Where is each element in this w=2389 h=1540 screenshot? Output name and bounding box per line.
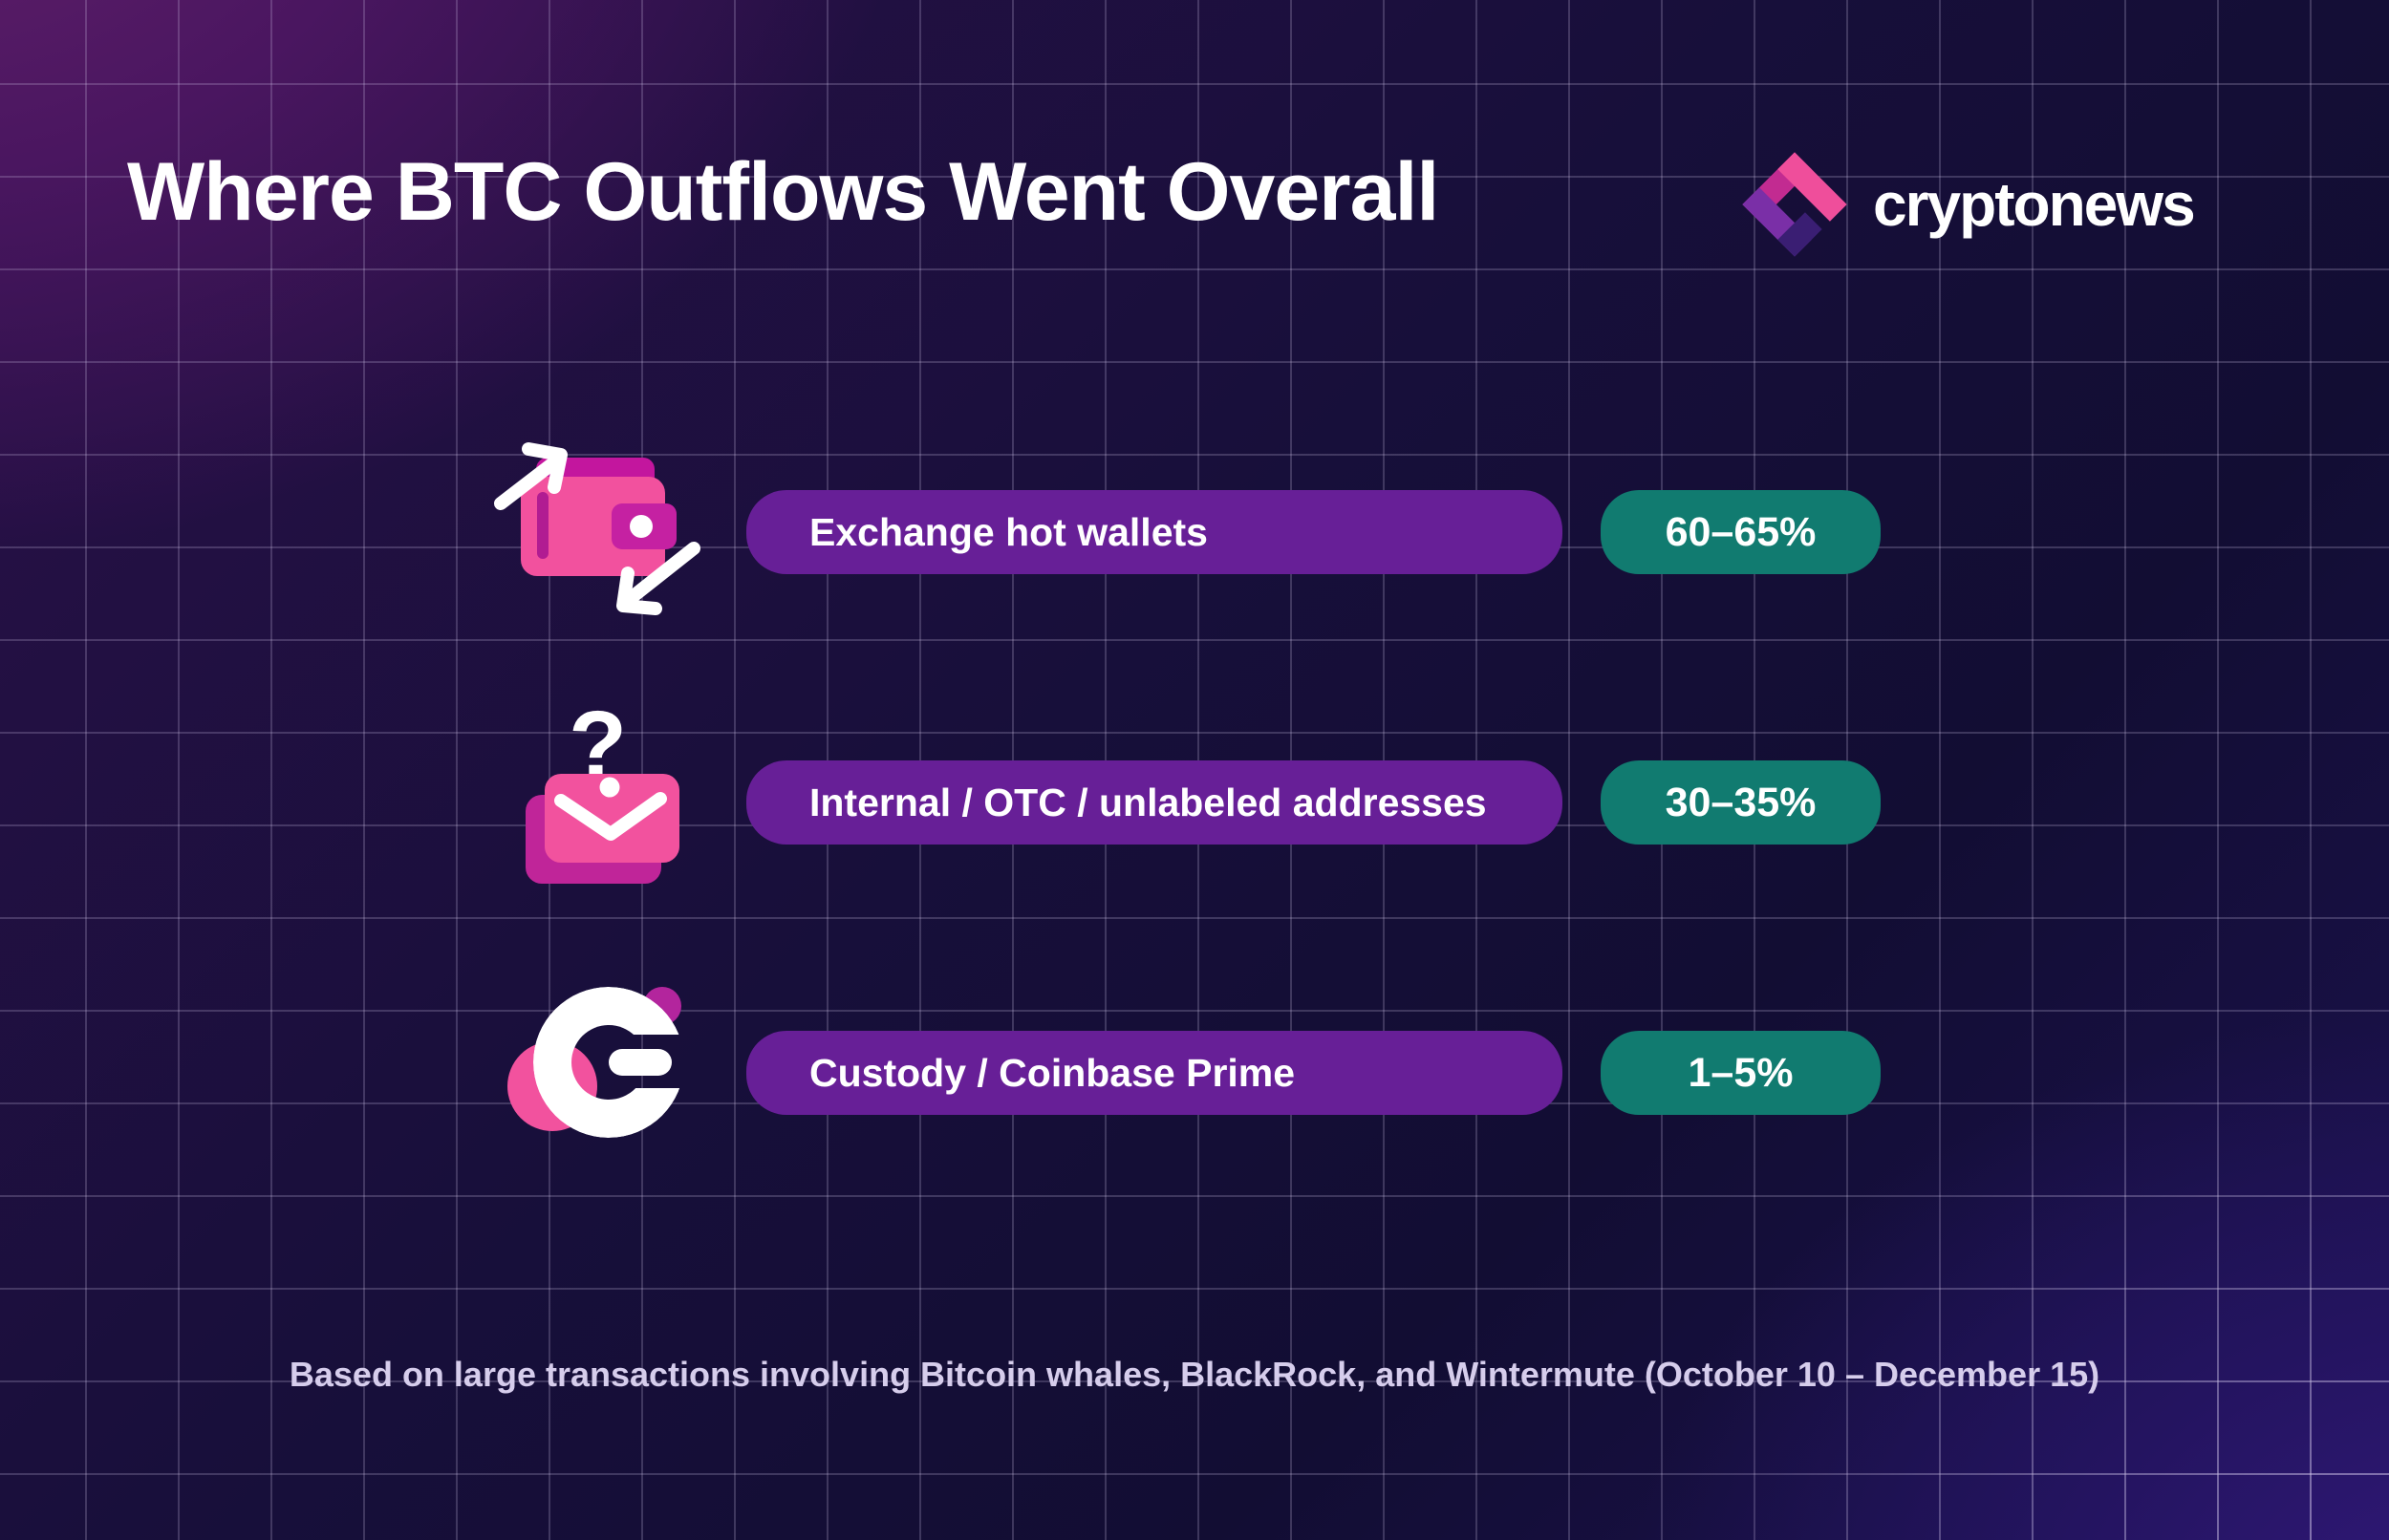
value-label: 60–65% — [1665, 508, 1817, 555]
value-label: 1–5% — [1688, 1049, 1794, 1096]
category-label: Custody / Coinbase Prime — [809, 1050, 1296, 1095]
envelope-question-icon: ? — [526, 692, 679, 884]
data-row-internal-otc-unlabeled: ? Internal / OTC / unlabeled addresses 3… — [0, 692, 2389, 908]
coinbase-c-icon — [507, 987, 684, 1138]
data-row-custody-coinbase-prime: Custody / Coinbase Prime 1–5% — [0, 968, 2389, 1178]
brand-wordmark: cryptonews — [1873, 170, 2196, 239]
footnote-text: Based on large transactions involving Bi… — [289, 1355, 2100, 1394]
value-label: 30–35% — [1665, 779, 1817, 825]
category-pill: Exchange hot wallets — [746, 490, 1562, 574]
value-badge: 1–5% — [1601, 1031, 1881, 1115]
category-label: Exchange hot wallets — [809, 509, 1208, 554]
data-row-exchange-hot-wallets: Exchange hot wallets 60–65% — [0, 427, 2389, 637]
brand-logo: cryptonews — [1739, 149, 2196, 260]
value-badge: 60–65% — [1601, 490, 1881, 574]
page-title: Where BTC Outflows Went Overall — [127, 146, 1439, 238]
category-pill: Custody / Coinbase Prime — [746, 1031, 1562, 1115]
cryptonews-diamond-c-icon — [1742, 152, 1847, 257]
category-pill: Internal / OTC / unlabeled addresses — [746, 760, 1562, 845]
wallet-transfer-icon — [494, 442, 700, 615]
value-badge: 30–35% — [1601, 760, 1881, 845]
category-label: Internal / OTC / unlabeled addresses — [809, 780, 1487, 824]
